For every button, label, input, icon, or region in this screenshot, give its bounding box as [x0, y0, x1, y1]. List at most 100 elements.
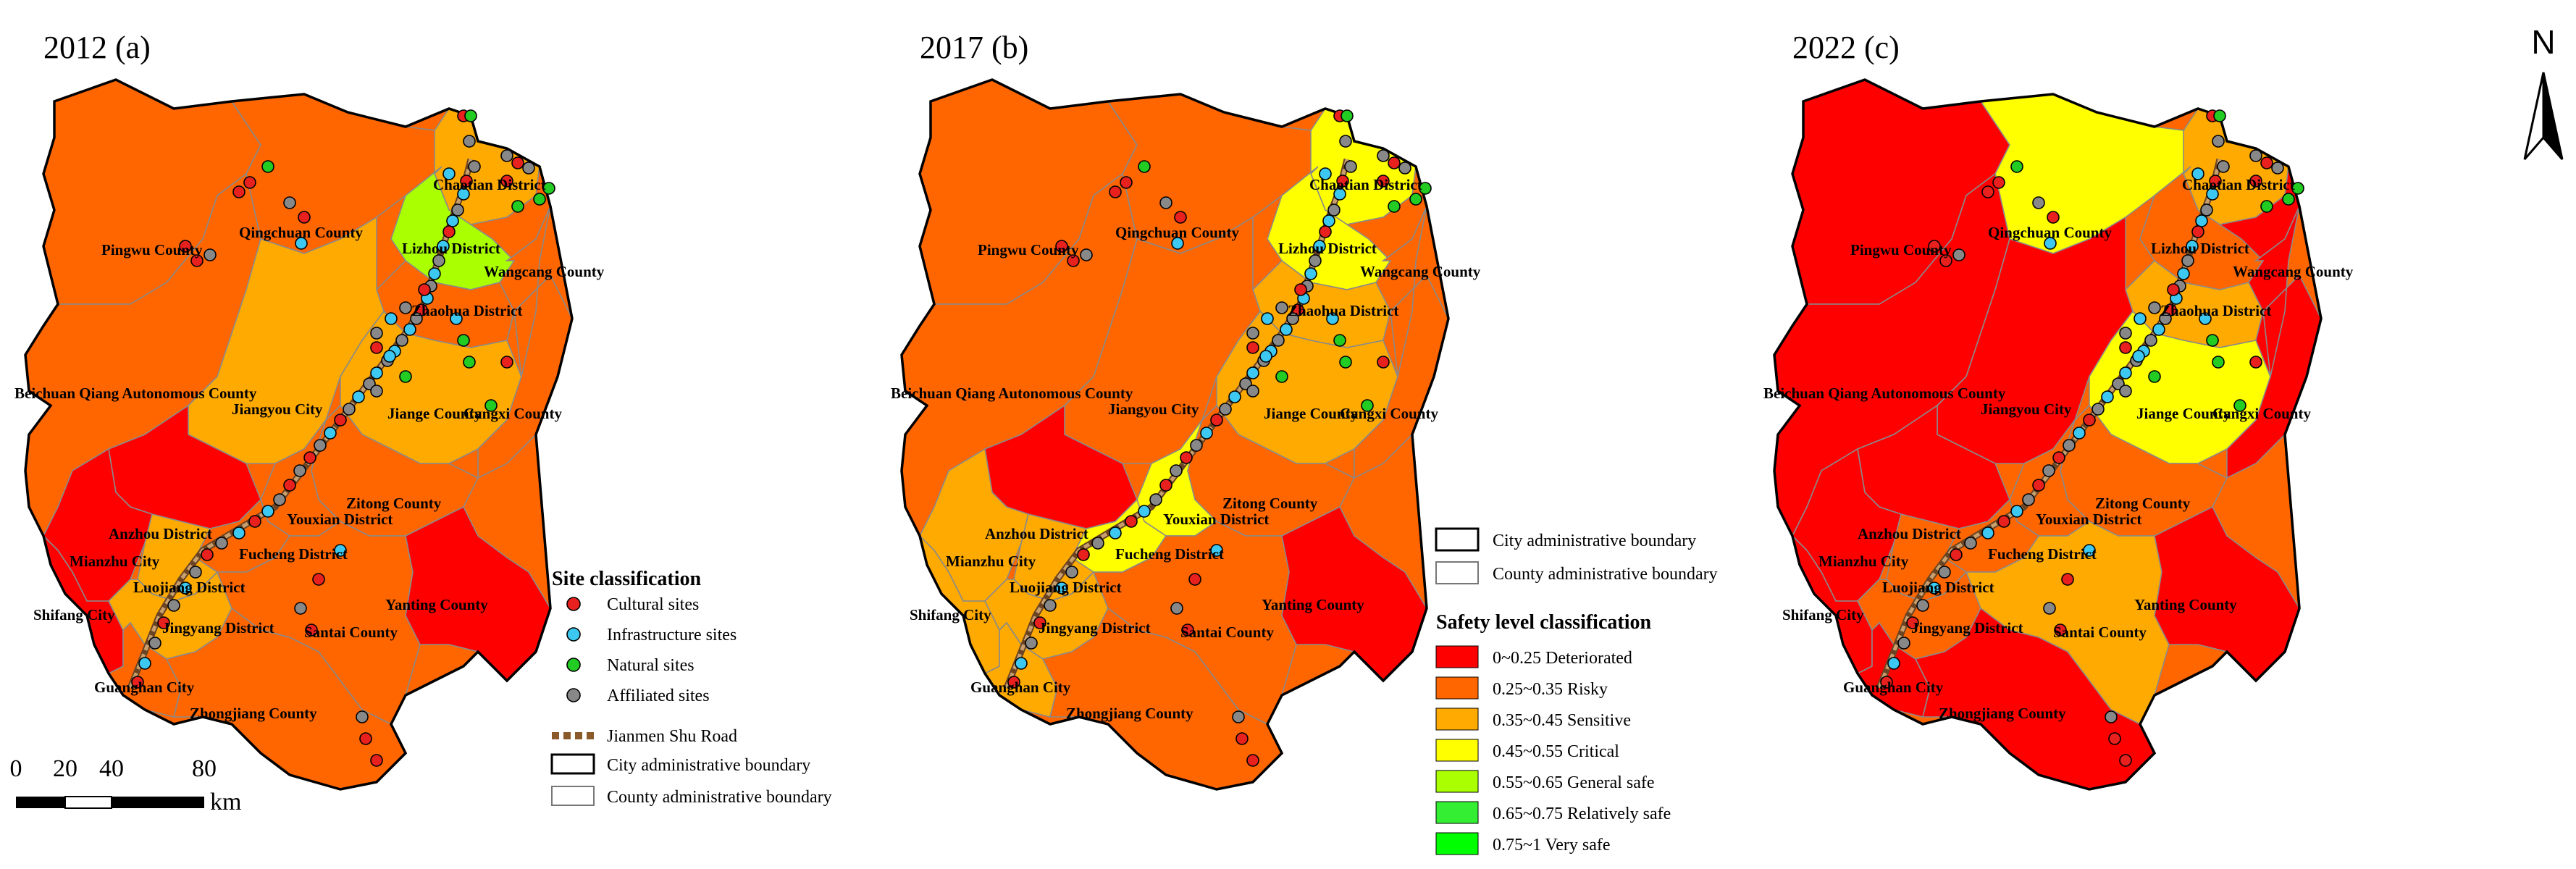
label-fucheng: Fucheng District	[239, 545, 348, 563]
site-infrastructure	[1261, 312, 1274, 325]
site-natural	[2260, 200, 2273, 213]
label-guanghan: Guanghan City	[94, 679, 195, 696]
site-affiliated	[2092, 403, 2105, 416]
label-anzhou: Anzhou District	[109, 525, 212, 542]
label-anzhou: Anzhou District	[1858, 525, 1961, 542]
site-infrastructure	[1326, 312, 1339, 325]
label-jiange: Jiange County	[2136, 405, 2231, 422]
site-infrastructure	[352, 390, 365, 403]
legend-general_safe-swatch	[1435, 770, 1479, 793]
label-jiangyou: Jiangyou City	[1981, 400, 2072, 418]
label-beichuan: Beichuan Qiang Autonomous County	[14, 385, 257, 402]
label-pingwu: Pingwu County	[1850, 241, 1952, 259]
label-santai: Santai County	[1180, 624, 1274, 641]
site-affiliated	[148, 637, 161, 650]
site-natural	[2206, 334, 2219, 347]
scale-segment-2	[64, 796, 112, 809]
site-affiliated	[1327, 203, 1341, 217]
site-cultural	[2191, 225, 2204, 238]
label-wangcang: Wangcang County	[2233, 263, 2354, 280]
site-cultural	[179, 240, 192, 253]
site-cultural	[2249, 175, 2262, 188]
label-wangcang: Wangcang County	[484, 263, 605, 280]
site-infrastructure	[1246, 366, 1259, 379]
site-affiliated	[2217, 160, 2230, 173]
site-cultural	[2260, 156, 2273, 169]
site-cultural	[460, 175, 473, 188]
site-natural	[2212, 356, 2225, 369]
site-affiliated	[1159, 196, 1172, 209]
site-infrastructure	[1928, 582, 1941, 595]
site-natural	[1333, 334, 1346, 347]
site-infrastructure	[450, 312, 463, 325]
site-infrastructure	[1015, 657, 1028, 670]
site-natural	[1339, 356, 1352, 369]
site-affiliated	[2043, 602, 2056, 615]
site-natural	[463, 356, 476, 369]
road-legend-label: Jianmen Shu Road	[607, 727, 737, 746]
county-cangxi	[477, 206, 573, 479]
label-zhaohua: Zhaohua District	[411, 302, 522, 319]
site-cultural	[1294, 283, 1307, 296]
site-cultural	[190, 254, 204, 267]
site-cultural	[312, 573, 325, 586]
city-boundary-legend-label-2: City administrative boundary	[1493, 532, 1696, 550]
site-affiliated	[189, 566, 202, 579]
site-cultural	[1180, 451, 1193, 464]
site-affiliated	[1044, 599, 1057, 612]
label-fucheng: Fucheng District	[1988, 545, 2097, 563]
scale-segment-3	[112, 797, 204, 808]
site-natural	[1275, 370, 1288, 383]
site-affiliated	[395, 334, 408, 347]
site-affiliated	[522, 161, 535, 175]
site-cultural	[359, 732, 372, 745]
site-cultural	[1992, 176, 2005, 189]
county-boundary-legend-symbol	[551, 786, 595, 806]
site-affiliated	[500, 149, 513, 162]
north-arrow-icon: N	[2523, 23, 2564, 160]
site-classification-legend: Site classification Cultural sites Infras…	[550, 568, 832, 807]
site-natural	[464, 109, 477, 122]
site-affiliated	[1377, 149, 1390, 162]
site-infrastructure	[1109, 526, 1122, 540]
site-cultural	[418, 283, 431, 296]
site-infrastructure	[1138, 505, 1151, 518]
site-infrastructure	[1171, 237, 1184, 250]
site-natural	[261, 160, 274, 173]
site-natural	[542, 182, 555, 195]
county-boundary-legend-symbol-2	[1435, 561, 1479, 584]
legend-cultural-symbol	[566, 597, 581, 611]
site-infrastructure	[295, 237, 308, 250]
site-cultural	[1055, 240, 1068, 253]
site-affiliated	[1344, 160, 1357, 173]
label-zhaohua: Zhaohua District	[2160, 302, 2271, 319]
site-natural	[2291, 182, 2304, 195]
site-affiliated	[410, 312, 423, 325]
county-jiange	[1216, 310, 1398, 464]
label-cangxi: Cangxi County	[2212, 405, 2311, 422]
site-cultural	[1880, 676, 1893, 689]
county-cangxi	[1354, 206, 1449, 479]
map-panel-1: 2017 (b) Chaotian District Qingchuan Count…	[891, 30, 1481, 791]
site-cultural	[1210, 413, 1223, 427]
site-infrastructure	[1055, 582, 1068, 595]
site-affiliated	[1246, 385, 1259, 398]
site-cultural	[2249, 356, 2262, 369]
site-affiliated	[1275, 301, 1288, 314]
site-infrastructure	[2206, 188, 2219, 201]
label-qingchuan: Qingchuan County	[1988, 224, 2112, 241]
site-affiliated	[451, 203, 464, 217]
site-affiliated	[2063, 439, 2076, 452]
site-cultural	[303, 451, 316, 464]
site-affiliated	[2159, 312, 2172, 325]
site-cultural	[201, 548, 214, 561]
site-natural	[399, 370, 412, 383]
legend-infrastructure-symbol	[566, 627, 581, 642]
label-santai: Santai County	[304, 624, 398, 641]
site-cultural	[500, 175, 513, 188]
site-cultural	[1174, 211, 1187, 224]
site-affiliated	[273, 493, 286, 506]
site-cultural	[1120, 176, 1133, 189]
site-natural	[2148, 370, 2161, 383]
site-affiliated	[2032, 196, 2045, 209]
